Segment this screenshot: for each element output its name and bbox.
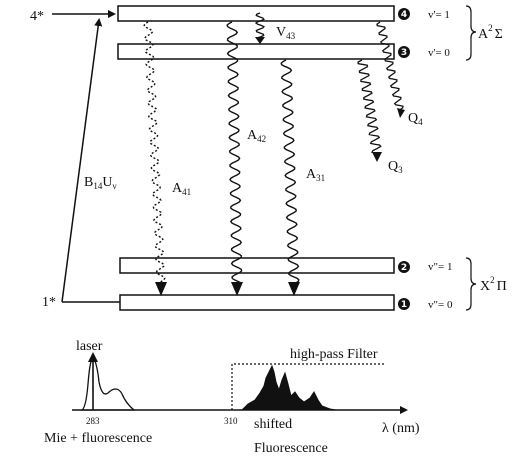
- level-1-box: [119, 294, 395, 311]
- q3-label: Q3: [388, 159, 403, 175]
- vib-label-1: v"= 0: [428, 299, 453, 311]
- laser-label: laser: [76, 339, 103, 354]
- q3-quench-path: [357, 59, 382, 154]
- lower-excited-label: 1*: [42, 295, 56, 310]
- high-pass-filter: [231, 363, 386, 410]
- level-3-marker: 3: [398, 46, 410, 58]
- q4-arrowhead: [397, 108, 405, 118]
- a41-arrowhead: [155, 282, 167, 296]
- svg-text:2: 2: [401, 263, 407, 273]
- v43-label: V43: [276, 25, 296, 41]
- level-3-box: [117, 43, 395, 60]
- a42-arrowhead: [231, 282, 243, 296]
- vib-label-4: v'= 1: [428, 9, 450, 21]
- level-1-marker: 1: [398, 298, 410, 310]
- upper-state-brace: [465, 5, 477, 61]
- level-2-marker: 2: [398, 261, 410, 273]
- mie-fluorescence-label: Mie + fluorescence: [44, 431, 152, 446]
- vib-label-2: v"= 1: [428, 261, 452, 273]
- upper-excited-label: 4*: [30, 9, 44, 24]
- wavelength-axis-label: λ (nm): [382, 421, 420, 436]
- svg-text:4: 4: [401, 10, 407, 20]
- absorption-arrow: [61, 18, 103, 303]
- a42-transition: [226, 21, 243, 284]
- vib-label-3: v'= 0: [428, 47, 450, 59]
- a31-arrowhead: [288, 282, 300, 296]
- filter-label: high-pass Filter: [290, 347, 378, 362]
- lower-state-brace: [465, 257, 477, 311]
- a41-transition-dotted: [143, 21, 166, 284]
- a31-transition: [280, 59, 300, 284]
- mie-peak: [79, 354, 136, 411]
- shifted-fluorescence-peak: [240, 364, 337, 411]
- shifted-label-line2: Fluorescence: [254, 441, 328, 456]
- laser-tick-label: 283: [86, 416, 100, 426]
- level-4-box: [117, 5, 395, 22]
- a41-label: A41: [172, 181, 191, 197]
- shifted-label-line1: shifted: [254, 417, 292, 432]
- upper-state-label: A2 Σ: [478, 23, 503, 42]
- svg-text:3: 3: [401, 48, 407, 58]
- q4-quench-path: [376, 21, 404, 111]
- svg-text:1: 1: [401, 300, 407, 310]
- level-4-marker: 4: [398, 8, 410, 20]
- q4-label: Q4: [408, 111, 423, 127]
- level-2-box: [119, 257, 395, 274]
- lower-state-label: X2 Π: [480, 275, 507, 294]
- absorption-label: B14Uν: [84, 175, 117, 191]
- a42-label: A42: [247, 128, 266, 144]
- v43-arrowhead: [255, 37, 265, 44]
- q3-arrowhead: [372, 152, 382, 162]
- filter-tick-label: 310: [224, 416, 238, 426]
- v43-transition: [254, 12, 265, 39]
- a31-label: A31: [306, 167, 325, 183]
